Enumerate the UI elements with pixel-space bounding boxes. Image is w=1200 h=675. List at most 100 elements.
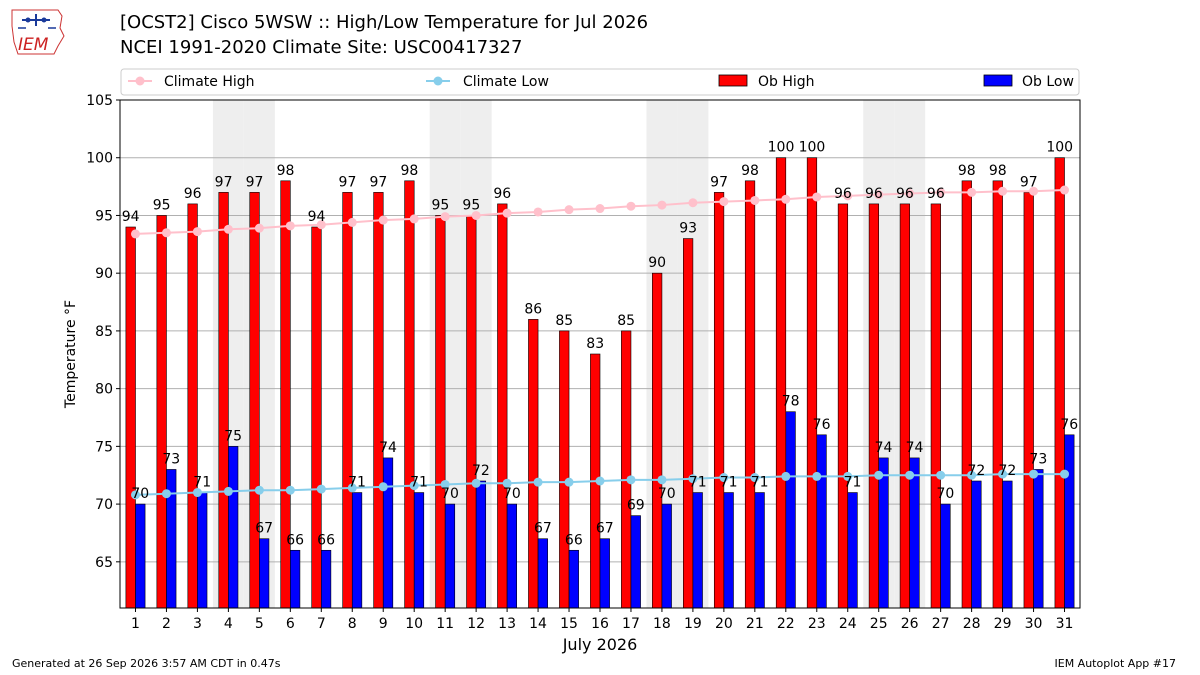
ob-low-bar <box>723 492 734 609</box>
x-tick-label: 26 <box>901 616 919 632</box>
ob-low-value-label: 70 <box>441 486 459 502</box>
ob-low-value-label: 74 <box>906 440 924 456</box>
x-tick-label: 8 <box>348 616 357 632</box>
ob-low-value-label: 66 <box>565 532 583 548</box>
ob-low-value-label: 72 <box>472 463 490 479</box>
ob-low-value-label: 71 <box>193 475 211 491</box>
y-tick-label: 65 <box>95 555 113 571</box>
x-tick-label: 7 <box>317 616 326 632</box>
climate-high-point <box>719 197 729 207</box>
ob-high-bar <box>961 180 972 609</box>
ob-low-value-label: 67 <box>255 521 273 537</box>
ob-low-bar <box>630 515 641 609</box>
ob-low-bar <box>290 549 301 609</box>
climate-high-point <box>285 221 295 231</box>
climate-low-point <box>843 471 853 481</box>
iem-logo: IEM <box>8 6 68 60</box>
climate-low-point <box>874 470 884 480</box>
ob-low-value-label: 66 <box>286 532 304 548</box>
ob-high-value-label: 98 <box>958 163 976 179</box>
ob-high-bar <box>187 203 198 609</box>
ob-high-bar <box>435 215 446 609</box>
climate-high-point <box>1060 185 1070 195</box>
ob-high-bar <box>156 215 167 609</box>
x-tick-label: 6 <box>286 616 295 632</box>
climate-high-point <box>130 229 140 239</box>
ob-low-bar <box>568 549 579 609</box>
ob-low-value-label: 76 <box>1060 417 1078 433</box>
x-tick-label: 20 <box>715 616 733 632</box>
climate-high-point <box>750 195 760 205</box>
x-tick-label: 30 <box>1025 616 1043 632</box>
climate-high-point <box>192 227 202 237</box>
y-tick-label: 75 <box>95 439 113 455</box>
ob-high-value-label: 95 <box>431 197 449 213</box>
climate-low-point <box>533 477 543 487</box>
climate-low-point <box>130 490 140 500</box>
ob-low-bar <box>135 503 146 609</box>
ob-high-bar <box>342 192 353 609</box>
climate-high-point <box>998 186 1008 196</box>
x-tick-label: 9 <box>379 616 388 632</box>
x-tick-label: 16 <box>591 616 609 632</box>
ob-low-bar <box>1002 480 1013 609</box>
ob-low-value-label: 75 <box>224 428 242 444</box>
y-tick-label: 105 <box>86 93 113 109</box>
climate-low-point <box>750 473 760 483</box>
climate-high-point <box>657 200 667 210</box>
climate-low-point <box>564 477 574 487</box>
climate-low-point <box>688 474 698 484</box>
climate-high-point <box>812 192 822 202</box>
ob-low-value-label: 73 <box>1029 451 1047 467</box>
ob-high-bar <box>621 330 632 609</box>
ob-low-value-label: 69 <box>627 498 645 514</box>
ob-high-value-label: 85 <box>555 313 573 329</box>
ob-low-value-label: 73 <box>162 451 180 467</box>
climate-low-point <box>347 483 357 493</box>
ob-low-bar <box>754 492 765 609</box>
ob-low-value-label: 71 <box>751 475 769 491</box>
ob-low-bar <box>506 503 517 609</box>
ob-low-bar <box>847 492 858 609</box>
ob-low-value-label: 71 <box>348 475 366 491</box>
y-tick-label: 100 <box>86 151 113 167</box>
climate-low-point <box>254 485 264 495</box>
climate-high-point <box>936 187 946 197</box>
ob-low-bar <box>444 503 456 609</box>
ob-low-value-label: 70 <box>503 486 521 502</box>
ob-low-value-label: 67 <box>596 521 614 537</box>
ob-low-value-label: 72 <box>998 463 1016 479</box>
ob-low-bar <box>909 457 920 609</box>
data-labels: 94 95 96 97 97 98 94 97 97 98 95 95 96 86 85 83 85 90 93 97… <box>122 140 1079 549</box>
ob-high-value-label: 95 <box>462 197 480 213</box>
ob-high-bar <box>744 180 756 609</box>
x-tick-label: 17 <box>622 616 640 632</box>
climate-low-point <box>192 488 202 498</box>
ob-low-bar <box>228 446 239 609</box>
climate-high-point <box>843 191 853 201</box>
climate-low-point <box>626 475 636 485</box>
climate-low-point <box>905 470 915 480</box>
legend-ob-low-label: Ob Low <box>1022 74 1074 90</box>
climate-low-point <box>936 470 946 480</box>
climate-low-point <box>409 481 419 491</box>
x-tick-label: 2 <box>162 616 171 632</box>
ob-high-bar <box>559 330 570 609</box>
ob-high-bar <box>1054 157 1065 609</box>
ob-high-value-label: 96 <box>927 186 945 202</box>
x-tick-label: 24 <box>839 616 857 632</box>
logo-text: IEM <box>18 35 49 55</box>
y-tick-label: 85 <box>95 324 113 340</box>
ob-low-value-label: 78 <box>782 394 800 410</box>
x-tick-label: 18 <box>653 616 671 632</box>
ob-high-bar <box>125 226 136 609</box>
ob-high-bar <box>930 203 941 609</box>
climate-high-point <box>161 228 171 238</box>
ob-low-bar <box>413 492 425 609</box>
ob-high-value-label: 97 <box>339 174 357 190</box>
climate-high-point <box>471 210 481 220</box>
climate-high-point <box>316 220 326 230</box>
ob-high-bar <box>466 215 477 609</box>
